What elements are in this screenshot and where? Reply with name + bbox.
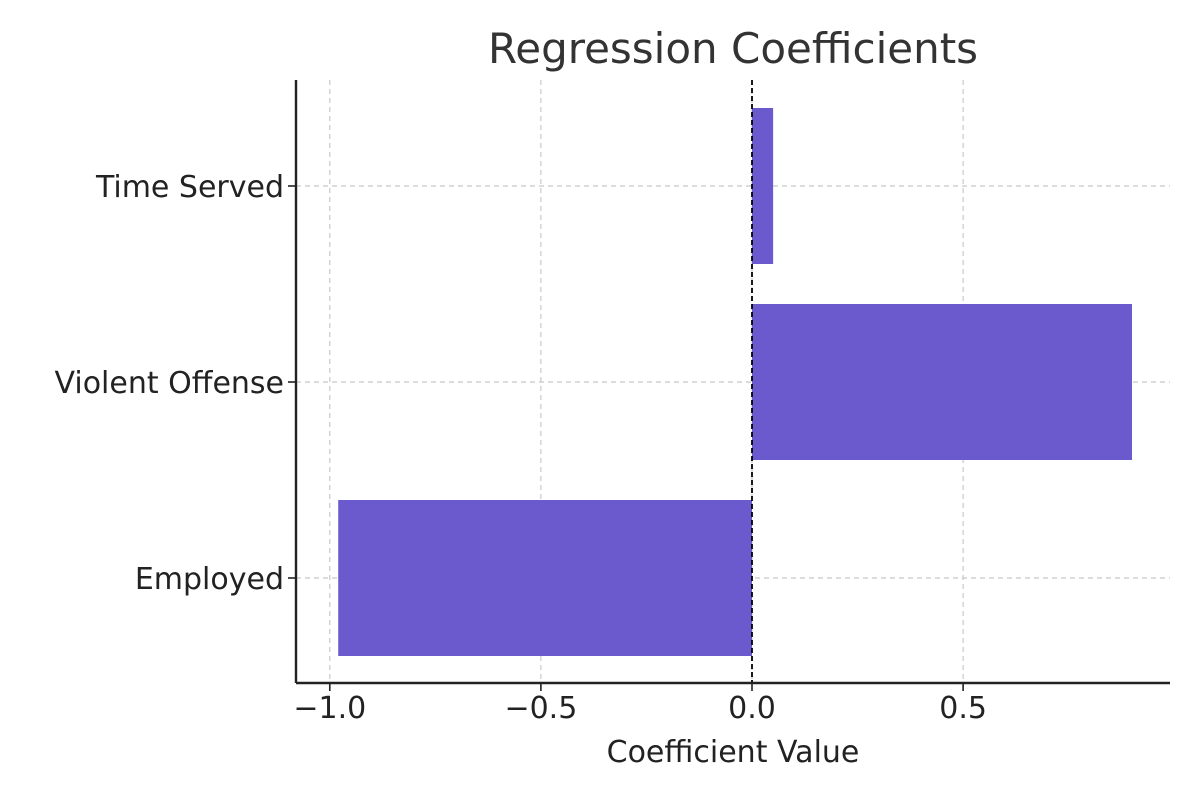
- bar-time-served: [752, 108, 774, 264]
- chart-title: Regression Coefficients: [488, 24, 978, 73]
- bar-violent-offense: [752, 304, 1132, 460]
- x-tick-label: −0.5: [504, 691, 577, 726]
- text-layer: Regression Coefficients Coefficient Valu…: [55, 24, 987, 770]
- x-tick-label: −1.0: [293, 691, 366, 726]
- x-tick-label: 0.5: [939, 691, 987, 726]
- y-category-label: Violent Offense: [55, 366, 285, 401]
- x-tick-label: 0.0: [728, 691, 776, 726]
- bar-layer: [338, 108, 1132, 656]
- y-category-label: Employed: [135, 562, 284, 597]
- y-category-label: Time Served: [95, 170, 284, 205]
- x-axis-label: Coefficient Value: [607, 735, 860, 770]
- bar-employed: [338, 500, 752, 656]
- axis-layer: [288, 80, 1170, 691]
